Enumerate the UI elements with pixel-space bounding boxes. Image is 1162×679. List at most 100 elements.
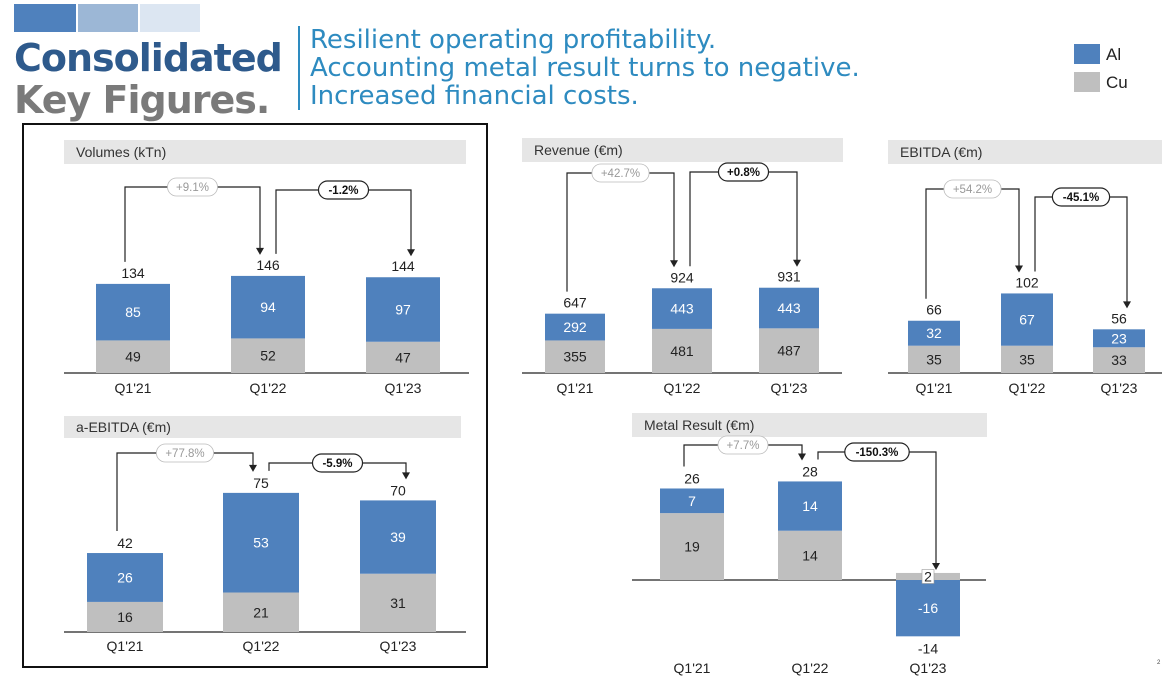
volumes-bar-al-2	[366, 277, 440, 342]
ebitda-cu-value-1: 35	[1019, 351, 1035, 367]
header-decor-block-3	[140, 4, 200, 32]
metal-title: Metal Result (€m)	[644, 417, 754, 433]
revenue-bar-cu-2	[759, 328, 819, 373]
ebitda-change-label-1: -45.1%	[1063, 192, 1099, 204]
metal-change-label-1: -150.3%	[856, 447, 899, 459]
volumes-al-value-2: 97	[395, 301, 411, 317]
ebitda-bar-al-2	[1093, 329, 1145, 348]
revenue-al-value-2: 443	[777, 300, 801, 316]
page-title-line-2: Key Figures.	[14, 78, 270, 122]
revenue-title-bg	[522, 138, 843, 162]
revenue-change-arrow-1	[793, 259, 801, 267]
volumes-change-pill-0	[167, 177, 218, 197]
header-decor-block-1	[14, 4, 76, 32]
aebitda-total-1: 75	[253, 475, 269, 491]
ebitda-tick-0: Q1'21	[916, 380, 953, 396]
metal-change-arrow-0	[798, 453, 806, 461]
aebitda-bar-al-2	[360, 500, 436, 574]
volumes-change-label-0: +9.1%	[176, 182, 209, 194]
aebitda-bar-cu-1	[223, 592, 299, 632]
metal-al-value-1: 14	[802, 498, 818, 514]
metal-tick-2: Q1'23	[910, 660, 947, 676]
revenue-change-label-1: +0.8%	[727, 167, 760, 179]
ebitda-change-arrow-0	[1015, 265, 1023, 273]
volumes-bar-al-0	[96, 283, 170, 341]
legend-swatch-al	[1074, 44, 1100, 64]
ebitda-change-pill-0	[943, 179, 1002, 199]
metal-bar-al-1	[778, 481, 842, 531]
aebitda-change-pill-0	[155, 443, 214, 463]
revenue-bar-al-2	[759, 287, 819, 329]
subtitle-line-3: Increased financial costs.	[310, 81, 639, 111]
ebitda-bar-cu-1	[1001, 345, 1053, 373]
subtitle-line-1: Resilient operating profitability.	[310, 25, 717, 55]
aebitda-tick-0: Q1'21	[107, 638, 144, 654]
ebitda-bar-al-0	[908, 320, 960, 346]
metal-title-bg	[632, 413, 987, 437]
volumes-cu-value-0: 49	[125, 349, 141, 365]
volumes-al-value-0: 85	[125, 304, 141, 320]
ebitda-tick-2: Q1'23	[1101, 380, 1138, 396]
metal-bar-cu-0	[660, 513, 724, 580]
volumes-title-bg	[64, 140, 466, 164]
ebitda-total-2: 56	[1111, 310, 1127, 326]
metal-change-pill-0	[717, 435, 769, 455]
legend-swatch-cu	[1074, 72, 1100, 92]
revenue-bar-cu-0	[545, 340, 605, 373]
ebitda-change-line-1	[1034, 196, 1128, 304]
aebitda-cu-value-0: 16	[117, 609, 133, 625]
aebitda-al-value-2: 39	[390, 529, 406, 545]
volumes-bar-cu-1	[231, 338, 305, 373]
revenue-al-value-1: 443	[670, 301, 694, 317]
revenue-total-2: 931	[777, 269, 801, 285]
revenue-change-arrow-0	[670, 260, 678, 268]
volumes-total-2: 144	[391, 258, 415, 274]
subtitle-line-2: Accounting metal result turns to negativ…	[310, 53, 860, 83]
revenue-bar-al-0	[545, 313, 605, 341]
aebitda-total-0: 42	[117, 535, 133, 551]
revenue-change-line-0	[566, 172, 675, 292]
volumes-bar-al-1	[231, 275, 305, 339]
revenue-total-0: 647	[563, 295, 587, 311]
aebitda-cu-value-2: 31	[390, 595, 406, 611]
volumes-change-line-0	[124, 186, 261, 262]
metal-al-value-0: 7	[688, 493, 696, 509]
ebitda-change-pill-1	[1051, 187, 1111, 207]
revenue-tick-0: Q1'21	[557, 380, 594, 396]
aebitda-change-label-1: -5.9%	[322, 458, 352, 470]
volumes-total-1: 146	[256, 257, 280, 273]
revenue-change-pill-0	[591, 163, 650, 183]
revenue-bar-al-1	[652, 288, 712, 329]
volumes-change-arrow-0	[256, 247, 264, 255]
title-divider	[298, 26, 300, 110]
aebitda-change-arrow-1	[402, 472, 410, 480]
volumes-title: Volumes (kTn)	[76, 144, 166, 160]
page-number: 2	[1157, 660, 1161, 666]
ebitda-total-1: 102	[1015, 274, 1039, 290]
aebitda-bar-al-1	[223, 492, 299, 593]
metal-change-pill-1	[844, 442, 910, 462]
ebitda-change-label-0: +54.2%	[953, 184, 992, 196]
aebitda-title-bg	[64, 416, 461, 438]
revenue-title: Revenue (€m)	[534, 142, 623, 158]
legend-label-cu: Cu	[1106, 73, 1128, 92]
aebitda-al-value-1: 53	[253, 535, 269, 551]
volumes-tick-0: Q1'21	[115, 380, 152, 396]
revenue-tick-2: Q1'23	[771, 380, 808, 396]
aebitda-change-label-0: +77.8%	[165, 448, 204, 460]
ebitda-tick-1: Q1'22	[1009, 380, 1046, 396]
aebitda-change-pill-1	[311, 453, 364, 473]
revenue-cu-value-1: 481	[670, 343, 694, 359]
aebitda-tick-1: Q1'22	[243, 638, 280, 654]
metal-tick-1: Q1'22	[792, 660, 829, 676]
ebitda-change-arrow-1	[1123, 301, 1131, 309]
metal-total-2: -14	[918, 640, 938, 656]
revenue-tick-1: Q1'22	[664, 380, 701, 396]
header-decor-block-2	[78, 4, 138, 32]
metal-bar-cu-1	[778, 530, 842, 580]
revenue-total-1: 924	[670, 269, 694, 285]
metal-bar-al-0	[660, 488, 724, 514]
metal-total-1: 28	[802, 463, 818, 479]
volumes-change-label-1: -1.2%	[328, 185, 358, 197]
